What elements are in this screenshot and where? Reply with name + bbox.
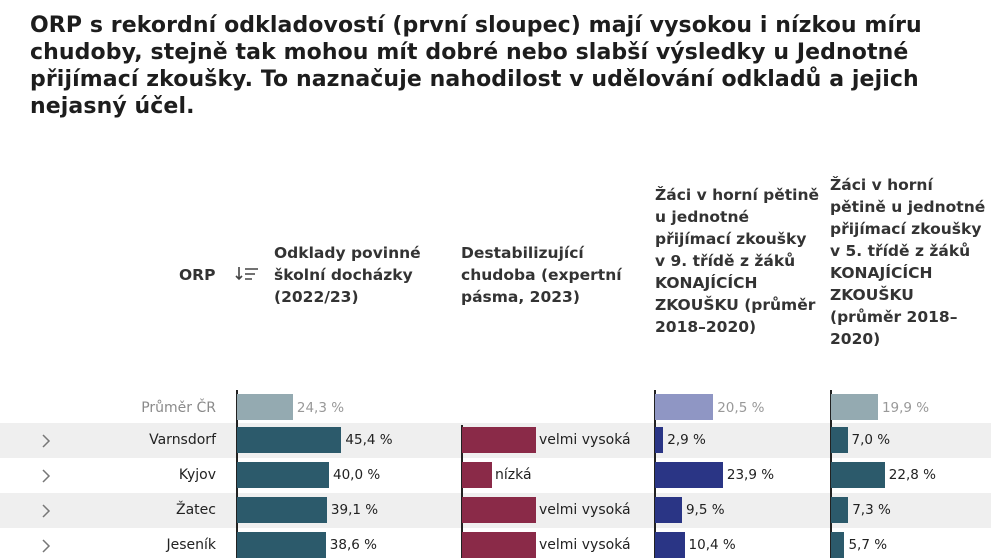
value-zk5: 7,3 % [852,502,891,518]
bar-avg-odklady [237,394,293,420]
chart-title: ORP s rekordní odkladovostí (první sloup… [30,13,922,119]
bar-zk9 [655,497,682,523]
value-odklady: 45,4 % [345,432,393,448]
chevron-right-icon[interactable] [38,501,54,521]
sort-icon[interactable] [234,263,260,285]
chevron-right-icon[interactable] [38,431,54,451]
bar-zk5 [831,427,848,453]
value-zk9: 10,4 % [688,537,736,553]
value-zk5: 7,0 % [851,432,891,448]
bar-chudoba [462,462,492,488]
bar-zk9 [655,462,723,488]
header-zk9: Žáci v horní pětině u jednotné přijímací… [655,186,820,336]
value-odklady: 38,6 % [329,537,377,553]
header-zk5: Žáci v horní pětině u jednotné přijímací… [830,176,986,348]
orp-label: Jeseník [166,537,216,553]
header-orp: ORP [179,266,216,284]
orp-label: Kyjov [178,467,216,483]
bar-zk5 [831,532,845,558]
value-chudoba: velmi vysoká [539,502,631,518]
bar-odklady [237,532,326,558]
bar-chudoba [462,497,536,523]
value-chudoba: velmi vysoká [539,537,631,553]
header-odklady: Odklady povinné školní docházky (2022/23… [274,244,421,306]
value-zk9: 9,5 % [685,502,725,518]
chevron-right-icon[interactable] [38,536,54,556]
value-odklady: 39,1 % [330,502,379,518]
value-zk9: 2,9 % [667,432,706,448]
value-chudoba: nízká [495,467,532,483]
value-chudoba: velmi vysoká [539,432,631,448]
chevron-right-icon[interactable] [38,466,54,486]
value-avg-zk5: 19,9 % [881,400,930,416]
bar-zk5 [831,462,885,488]
orp-label-average: Průměr ČR [141,400,216,416]
orp-label: Žatec [176,502,216,518]
bar-avg-zk9 [655,394,714,420]
value-avg-zk9: 20,5 % [717,400,765,416]
value-zk5: 5,7 % [848,537,888,553]
bar-odklady [237,497,327,523]
bar-chudoba [462,427,536,453]
value-zk5: 22,8 % [888,467,936,483]
bar-odklady [237,427,342,453]
orp-label: Varnsdorf [149,432,216,448]
value-avg-odklady: 24,3 % [296,400,345,416]
axis-ch [461,425,463,558]
bar-zk5 [831,497,849,523]
value-odklady: 40,0 % [333,467,381,483]
bar-zk9 [655,427,664,453]
value-zk9: 23,9 % [726,467,775,483]
bar-zk9 [655,532,685,558]
bar-chudoba [462,532,536,558]
header-chudoba: Destabilizující chudoba (expertní pásma,… [461,244,622,306]
bar-avg-zk5 [831,394,878,420]
bar-odklady [237,462,329,488]
